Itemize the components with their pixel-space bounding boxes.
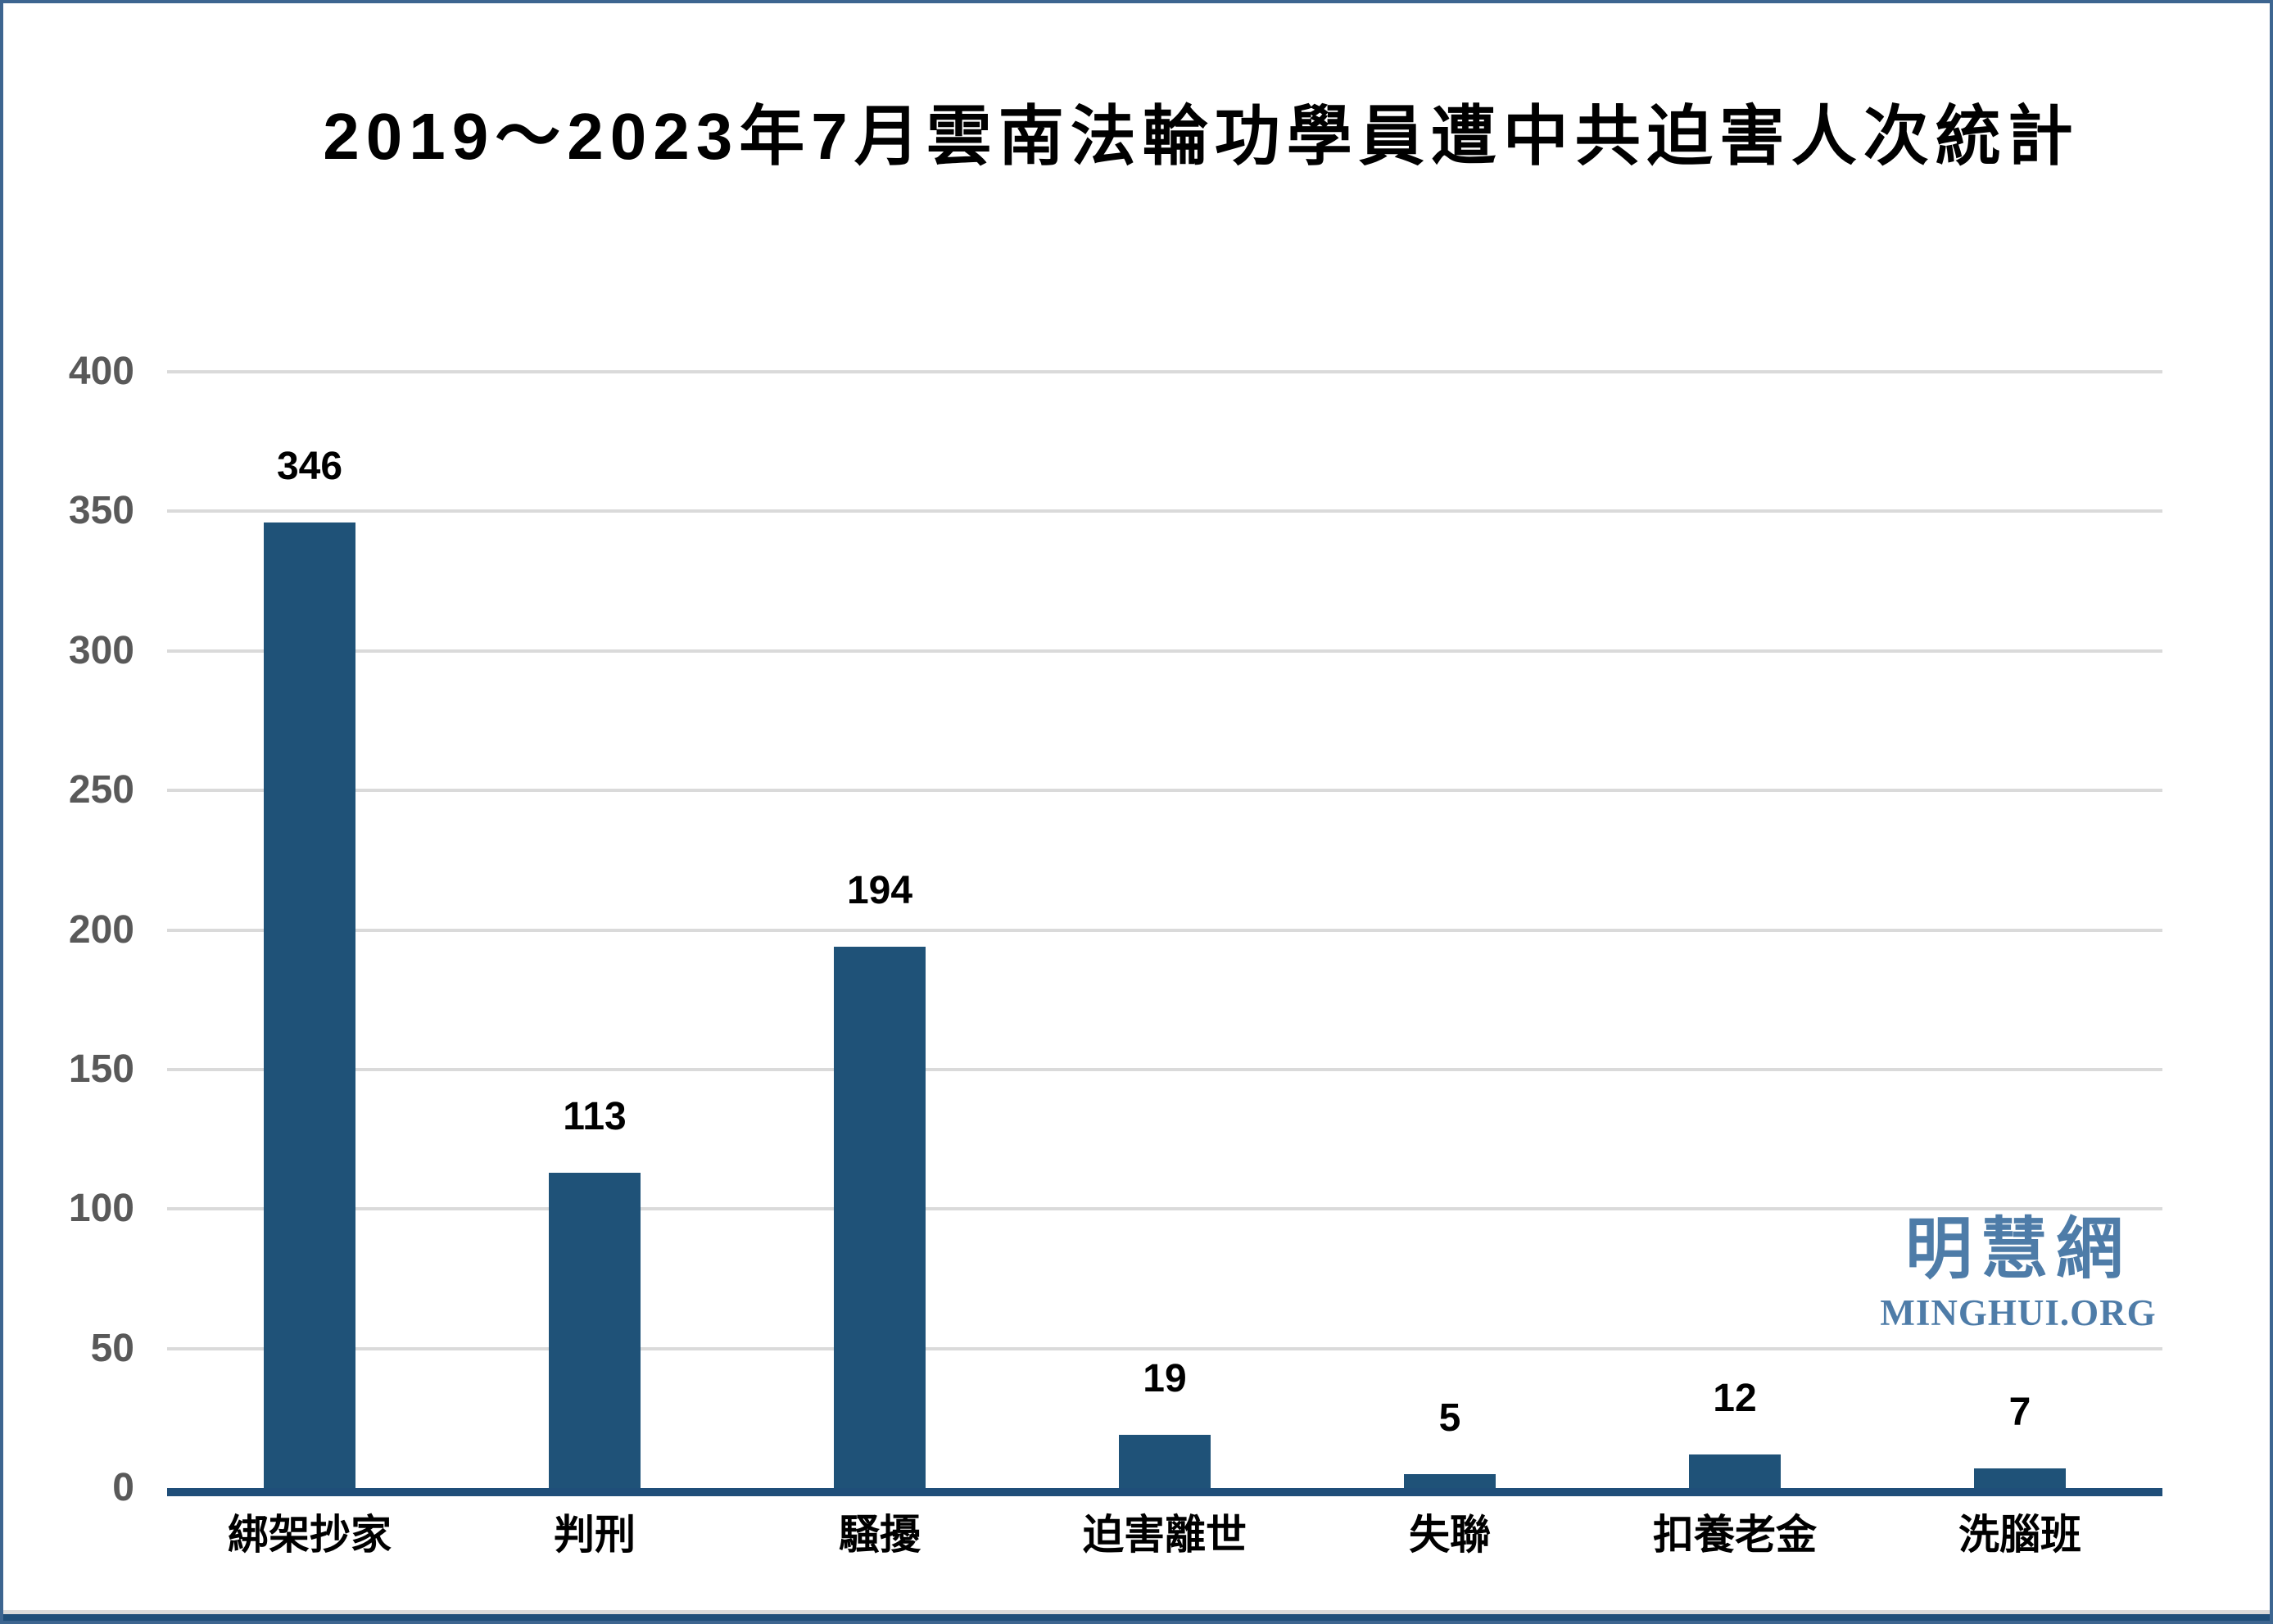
- bar-綁架抄家: [264, 522, 355, 1488]
- gridline-400: [167, 370, 2162, 373]
- y-tick-label-300: 300: [68, 628, 134, 672]
- gridline-100: [167, 1207, 2162, 1211]
- y-tick-label-150: 150: [68, 1047, 134, 1091]
- x-axis-label-洗腦班: 洗腦班: [1958, 1512, 2081, 1558]
- x-axis-label-扣養老金: 扣養老金: [1653, 1512, 1817, 1558]
- bar-騷擾: [834, 946, 926, 1488]
- y-tick-label-50: 50: [90, 1326, 134, 1370]
- x-axis-label-迫害離世: 迫害離世: [1083, 1512, 1247, 1558]
- bar-value-label-迫害離世: 19: [1143, 1357, 1187, 1401]
- bar-扣養老金: [1689, 1454, 1781, 1488]
- gridline-50: [167, 1346, 2162, 1350]
- x-axis-baseline: [167, 1488, 2162, 1496]
- gridline-250: [167, 789, 2162, 793]
- x-axis-label-判刑: 判刑: [554, 1512, 636, 1558]
- minghui-watermark: 明慧網 MINGHUI.ORG: [1879, 1212, 2158, 1334]
- x-axis-label-失聯: 失聯: [1409, 1512, 1491, 1558]
- y-tick-label-0: 0: [112, 1466, 134, 1509]
- watermark-chinese-text: 明慧網: [1904, 1212, 2131, 1287]
- bar-迫害離世: [1119, 1435, 1211, 1488]
- bottom-strip: [3, 1614, 2270, 1621]
- bar-chart-plot-area: 0 50 100 150 200 250 300 350 400 346 綁架抄家 113 判刑 194 騷…: [3, 3, 2270, 1621]
- x-axis-label-騷擾: 騷擾: [839, 1512, 921, 1558]
- y-tick-label-100: 100: [68, 1187, 134, 1231]
- gridline-200: [167, 928, 2162, 932]
- y-tick-label-200: 200: [68, 907, 134, 952]
- watermark-english-text: MINGHUI.ORG: [1880, 1292, 2157, 1333]
- gridline-350: [167, 509, 2162, 513]
- y-tick-label-400: 400: [68, 350, 134, 393]
- gridline-150: [167, 1067, 2162, 1071]
- bar-value-label-騷擾: 194: [846, 868, 913, 912]
- bar-value-label-失聯: 5: [1438, 1396, 1461, 1440]
- y-tick-label-250: 250: [68, 768, 134, 812]
- x-axis-label-綁架抄家: 綁架抄家: [228, 1512, 392, 1558]
- bottom-hairline: [3, 1610, 2270, 1614]
- gridline-300: [167, 649, 2162, 653]
- bar-value-label-洗腦班: 7: [2008, 1391, 2031, 1435]
- bar-value-label-扣養老金: 12: [1713, 1377, 1757, 1421]
- y-tick-label-350: 350: [68, 489, 134, 533]
- bar-洗腦班: [1974, 1468, 2066, 1488]
- bar-失聯: [1404, 1473, 1496, 1488]
- bar-value-label-綁架抄家: 346: [276, 445, 343, 488]
- bar-判刑: [549, 1172, 641, 1488]
- bar-value-label-判刑: 113: [563, 1094, 627, 1138]
- chart-title: 2019～2023年7月雲南法輪功學員遭中共迫害人次統計: [323, 100, 2080, 173]
